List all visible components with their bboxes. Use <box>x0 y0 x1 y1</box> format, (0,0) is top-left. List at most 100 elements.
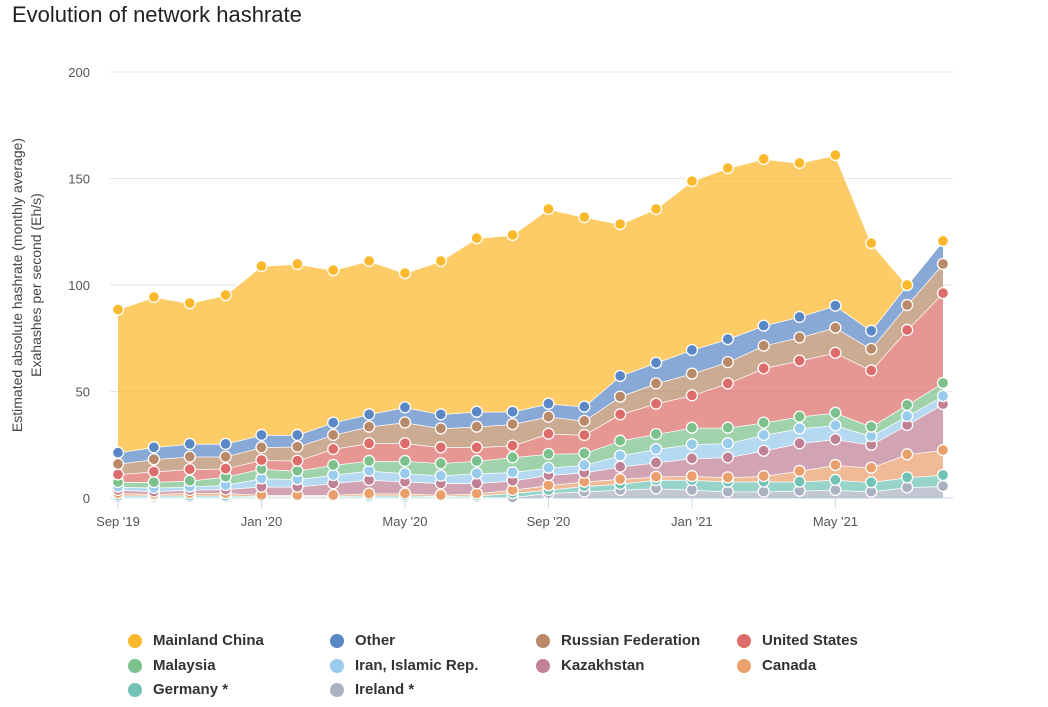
point <box>936 443 950 457</box>
point <box>506 417 519 431</box>
legend-item[interactable]: United States <box>737 632 858 649</box>
y-tick-label: 0 <box>83 491 90 506</box>
point <box>542 410 555 423</box>
point <box>398 487 412 500</box>
point <box>362 487 376 500</box>
point <box>936 234 950 248</box>
y-axis-label-line2: Exahashes per second (Eh/s) <box>28 193 44 377</box>
point <box>721 471 734 484</box>
point <box>721 332 734 346</box>
legend-label: Mainland China <box>153 632 264 649</box>
point <box>542 479 555 492</box>
point <box>434 469 447 482</box>
point <box>219 437 232 451</box>
point <box>434 254 447 268</box>
point <box>327 416 340 429</box>
legend-item[interactable]: Mainland China <box>128 632 264 649</box>
point <box>649 442 663 456</box>
legend-item[interactable]: Other <box>330 632 395 649</box>
area-iran-islamic-rep- <box>118 395 943 492</box>
y-tick-label: 100 <box>68 278 90 293</box>
point <box>614 434 627 447</box>
point <box>757 416 770 429</box>
legend-marker <box>737 633 751 648</box>
point <box>793 437 806 450</box>
area-mainland-china <box>118 155 943 453</box>
point <box>614 369 627 383</box>
point <box>721 355 734 369</box>
point <box>614 217 627 231</box>
point <box>757 319 770 332</box>
point <box>865 461 878 474</box>
point <box>542 427 555 440</box>
area-malaysia <box>118 382 943 488</box>
y-tick-label: 150 <box>68 172 90 187</box>
legend-item[interactable]: Malaysia <box>128 657 216 674</box>
point <box>578 458 591 472</box>
point <box>362 454 376 468</box>
point <box>685 367 699 380</box>
legend-label: Kazakhstan <box>561 657 645 674</box>
legend-item[interactable]: Iran, Islamic Rep. <box>330 657 478 674</box>
axes: 0 50 100 150 200 Sep '19 Jan '20 May '20 Sep '20… <box>68 65 858 529</box>
point <box>649 377 663 390</box>
point <box>147 475 161 489</box>
legend-item[interactable]: Germany * <box>128 681 228 698</box>
point <box>470 487 483 500</box>
legend-item[interactable]: Kazakhstan <box>536 657 644 674</box>
point <box>362 437 376 450</box>
point <box>900 298 914 312</box>
point <box>793 156 806 170</box>
point <box>111 446 125 459</box>
point <box>147 441 161 454</box>
area-germany- <box>118 474 943 498</box>
point <box>398 401 412 414</box>
point <box>542 202 555 216</box>
point <box>757 485 770 498</box>
legend-marker <box>330 633 344 648</box>
point <box>900 481 914 494</box>
y-axis-label-line1: Estimated absolute hashrate (monthly ave… <box>9 138 25 432</box>
point <box>327 468 340 482</box>
legend-item[interactable]: Ireland * <box>330 681 414 698</box>
point <box>793 310 806 324</box>
point <box>506 405 519 418</box>
point <box>936 479 950 493</box>
y-tick-label: 50 <box>76 385 90 400</box>
legend-marker <box>536 633 550 648</box>
point <box>793 475 806 488</box>
point <box>685 438 699 451</box>
legend-marker <box>128 682 142 697</box>
point <box>147 453 161 466</box>
point <box>434 488 447 502</box>
point <box>900 409 914 423</box>
markers <box>111 148 950 504</box>
point <box>685 343 699 357</box>
point <box>793 422 806 435</box>
legend-label: United States <box>762 632 858 649</box>
point <box>398 266 412 280</box>
point <box>829 433 842 446</box>
y-tick-label: 200 <box>68 65 90 80</box>
point <box>291 428 304 442</box>
point <box>398 437 412 450</box>
point <box>829 148 842 162</box>
point <box>865 476 878 489</box>
legend-item[interactable]: Canada <box>737 657 816 674</box>
point <box>183 437 196 451</box>
x-tick-label: May '20 <box>382 514 427 529</box>
x-tick-label: Sep '20 <box>527 514 571 529</box>
point <box>398 454 412 468</box>
point <box>721 437 734 450</box>
point <box>183 296 196 310</box>
point <box>362 420 376 433</box>
point <box>936 389 950 403</box>
point <box>865 420 878 433</box>
legend-item[interactable]: Russian Federation <box>536 632 700 649</box>
point <box>793 354 806 367</box>
point <box>327 428 340 442</box>
x-tick-label: Jan '21 <box>671 514 713 529</box>
point <box>829 346 842 359</box>
